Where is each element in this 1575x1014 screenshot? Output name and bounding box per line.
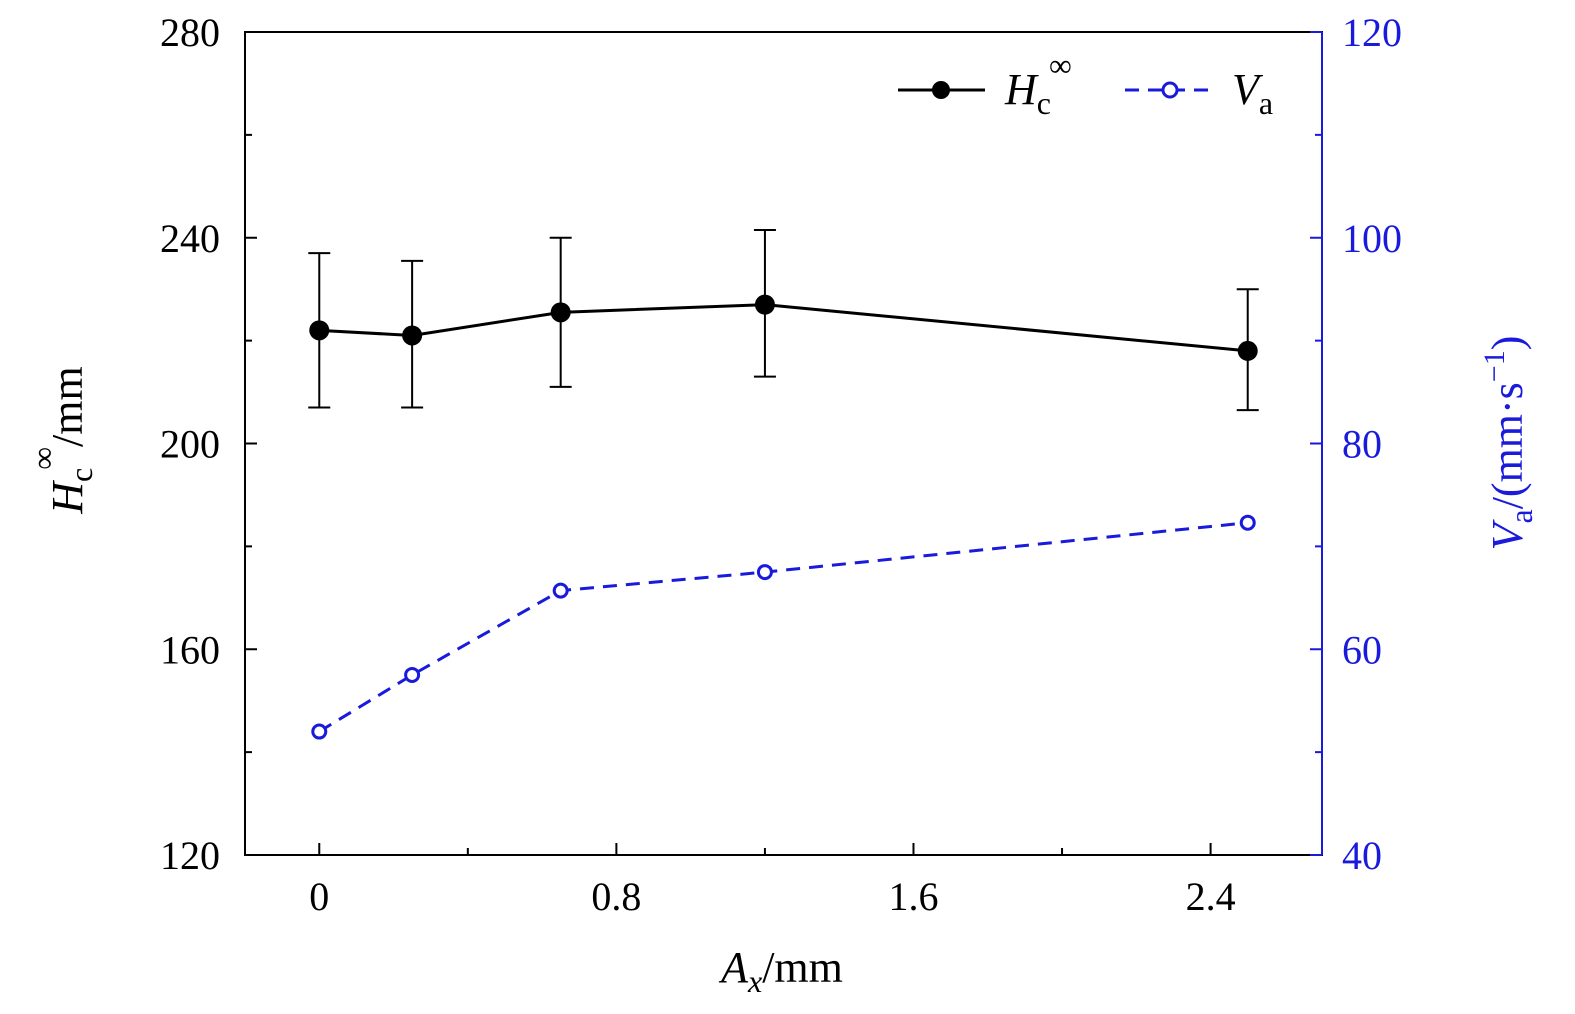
x-tick-label: 2.4	[1186, 874, 1236, 919]
y-left-tick-label: 280	[160, 10, 220, 55]
y-left-tick-label: 200	[160, 422, 220, 467]
hc-data-point	[402, 325, 423, 346]
y-right-tick-label: 40	[1342, 833, 1382, 878]
hc-series-line	[319, 303, 1248, 353]
y-right-axis-label: Va/(mm·s−1)	[1478, 336, 1539, 551]
y-right-tick-label: 80	[1342, 422, 1382, 467]
hc-data-point	[1237, 340, 1258, 361]
x-axis-label: Ax/mm	[718, 943, 843, 999]
y-left-axis-label: Hc∞/mm	[25, 366, 99, 514]
y-right-tick-label: 120	[1342, 10, 1402, 55]
va-data-point	[756, 564, 773, 581]
legend-hc-label: Hc∞	[1004, 47, 1072, 121]
y-left-tick-label: 160	[160, 627, 220, 672]
hc-data-point	[309, 320, 330, 341]
x-tick-label: 1.6	[888, 874, 938, 919]
plot-frame	[244, 31, 1323, 856]
y-right-tick-label: 60	[1342, 627, 1382, 672]
hc-data-point	[754, 294, 775, 315]
hc-data-point	[550, 302, 571, 323]
va-series-line	[318, 521, 1248, 733]
legend-va-label: Va	[1232, 65, 1273, 121]
legend-va-marker	[1161, 81, 1179, 99]
x-tick-label: 0	[309, 874, 329, 919]
y-right-tick-label: 100	[1342, 216, 1402, 261]
y-left-tick-label: 240	[160, 216, 220, 261]
va-data-point	[1239, 514, 1256, 531]
x-tick-label: 0.8	[591, 874, 641, 919]
va-data-point	[552, 582, 569, 599]
y-left-tick-label: 120	[160, 833, 220, 878]
legend: Hc∞ Va	[898, 47, 1273, 121]
legend-hc-marker	[932, 81, 950, 99]
va-data-point	[311, 723, 328, 740]
va-data-point	[404, 666, 421, 683]
